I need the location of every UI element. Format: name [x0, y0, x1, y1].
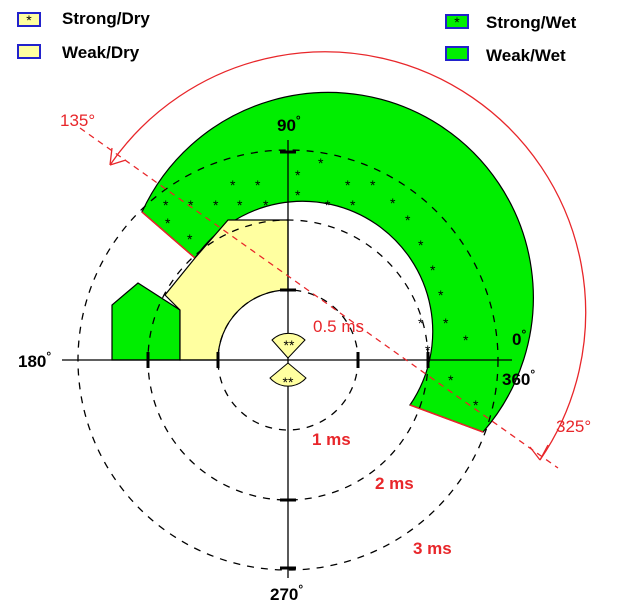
star: *: [448, 372, 454, 388]
center-wedge-top-stars: **: [284, 337, 295, 353]
star: *: [318, 155, 324, 171]
star: *: [255, 177, 261, 193]
star: *: [325, 197, 331, 213]
star: *: [418, 237, 424, 253]
boundary-line-end: [409, 404, 484, 433]
star: *: [263, 197, 269, 213]
star: *: [163, 197, 169, 213]
legend-swatch-weak-wet: [445, 46, 469, 61]
legend-label-weak-dry: Weak/Dry: [62, 43, 140, 62]
star: *: [425, 342, 431, 358]
ring-label-3ms: 3 ms: [413, 539, 452, 558]
axis-label-270: 270°: [270, 582, 303, 604]
arrowhead-start: [109, 147, 127, 166]
ring-label-1ms: 1 ms: [312, 430, 351, 449]
star: *: [213, 197, 219, 213]
star: *: [295, 187, 301, 203]
star: *: [370, 177, 376, 193]
star: *: [443, 315, 449, 331]
angle-dashed-line: [79, 127, 559, 469]
angle-label-start: 135°: [60, 111, 95, 130]
star: *: [463, 332, 469, 348]
legend-label-strong-wet: Strong/Wet: [486, 13, 577, 32]
ring-label-05ms: 0.5 ms: [313, 317, 364, 336]
star: *: [430, 262, 436, 278]
legend-swatch-strong-dry: [17, 12, 41, 27]
legend-swatch-star: *: [454, 14, 460, 30]
star: *: [418, 315, 424, 331]
star: *: [438, 287, 444, 303]
axes: [62, 140, 512, 578]
star: *: [165, 215, 171, 231]
boundary-line-start: [141, 211, 196, 259]
legend: * Strong/Dry Weak/Dry * Strong/Wet Weak/…: [17, 9, 577, 65]
legend-label-strong-dry: Strong/Dry: [62, 9, 150, 28]
angle-indicator: 135° 325°: [60, 51, 591, 469]
ring-label-2ms: 2 ms: [375, 474, 414, 493]
legend-label-weak-wet: Weak/Wet: [486, 46, 566, 65]
center-wedge-top: [271, 333, 306, 359]
axis-label-360: 360°: [502, 367, 535, 389]
star: *: [405, 212, 411, 228]
arrowhead-end: [529, 444, 549, 461]
axis-label-180: 180°: [18, 349, 51, 371]
regions: [111, 91, 534, 433]
star: *: [473, 397, 479, 413]
center-wedge-bottom-stars: **: [283, 374, 294, 390]
strong-wet-stars: * * * * * * * * * * * * * * * * * * * * …: [163, 155, 479, 413]
star: *: [187, 231, 193, 247]
star: *: [237, 197, 243, 213]
axis-label-0: 0°: [512, 327, 526, 349]
star: *: [188, 197, 194, 213]
angle-arc: [109, 51, 587, 461]
strong-wet-region: [141, 91, 534, 433]
star: *: [350, 197, 356, 213]
legend-swatch-weak-dry: [17, 44, 41, 59]
star: *: [295, 167, 301, 183]
axis-labels: 90° 180° 0° 360° 270°: [18, 113, 535, 604]
center-wedge-bottom: [269, 362, 307, 387]
ring-labels: 0.5 ms 1 ms 2 ms 3 ms: [312, 317, 452, 558]
star: *: [390, 195, 396, 211]
star: *: [230, 177, 236, 193]
legend-swatch-strong-wet: [445, 14, 469, 29]
center-wedges: ** **: [269, 333, 307, 390]
axis-label-90: 90°: [277, 113, 301, 135]
legend-swatch-star: *: [26, 12, 32, 28]
angle-label-end: 325°: [556, 417, 591, 436]
star: *: [345, 177, 351, 193]
